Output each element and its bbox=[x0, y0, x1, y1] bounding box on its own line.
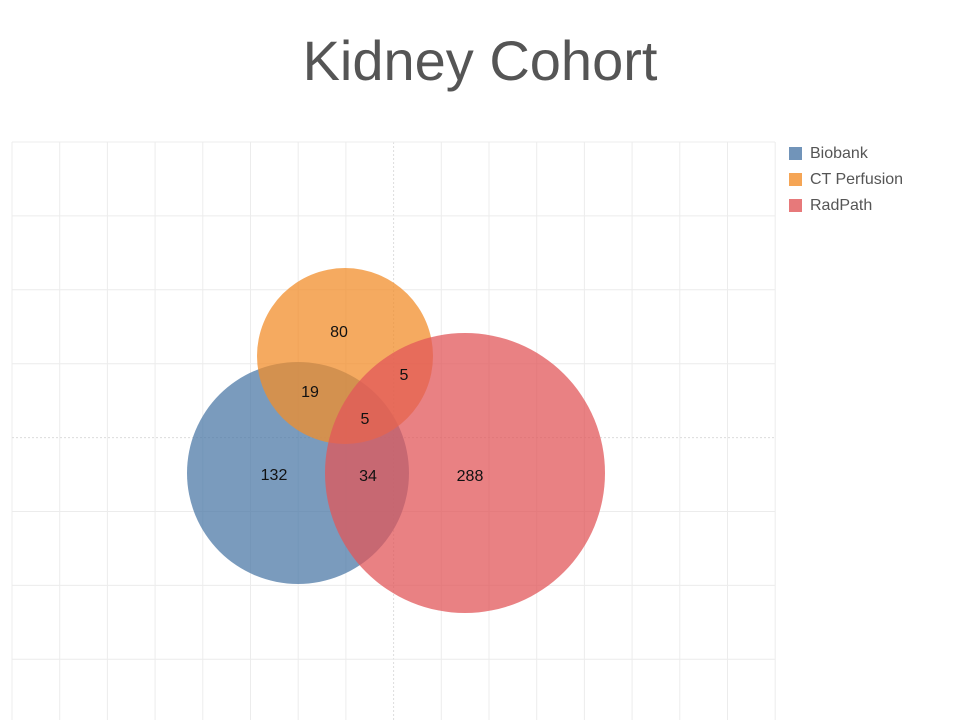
legend-swatch bbox=[789, 147, 802, 160]
region-label: 5 bbox=[361, 411, 370, 428]
legend-swatch bbox=[789, 199, 802, 212]
region-label: 34 bbox=[359, 468, 377, 485]
region-label: 132 bbox=[261, 467, 288, 484]
region-labels: 80 5 19 5 132 34 288 bbox=[261, 324, 484, 485]
venn-circles bbox=[187, 268, 605, 613]
region-label: 80 bbox=[330, 324, 348, 341]
region-label: 288 bbox=[457, 468, 484, 485]
region-label: 19 bbox=[301, 384, 319, 401]
set-circle bbox=[325, 333, 605, 613]
legend-swatch bbox=[789, 173, 802, 186]
legend-label: CT Perfusion bbox=[810, 171, 903, 188]
chart-title: Kidney Cohort bbox=[303, 29, 658, 92]
legend: Biobank CT Perfusion RadPath bbox=[789, 145, 903, 214]
legend-label: Biobank bbox=[810, 145, 869, 162]
legend-label: RadPath bbox=[810, 197, 872, 214]
region-label: 5 bbox=[400, 367, 409, 384]
